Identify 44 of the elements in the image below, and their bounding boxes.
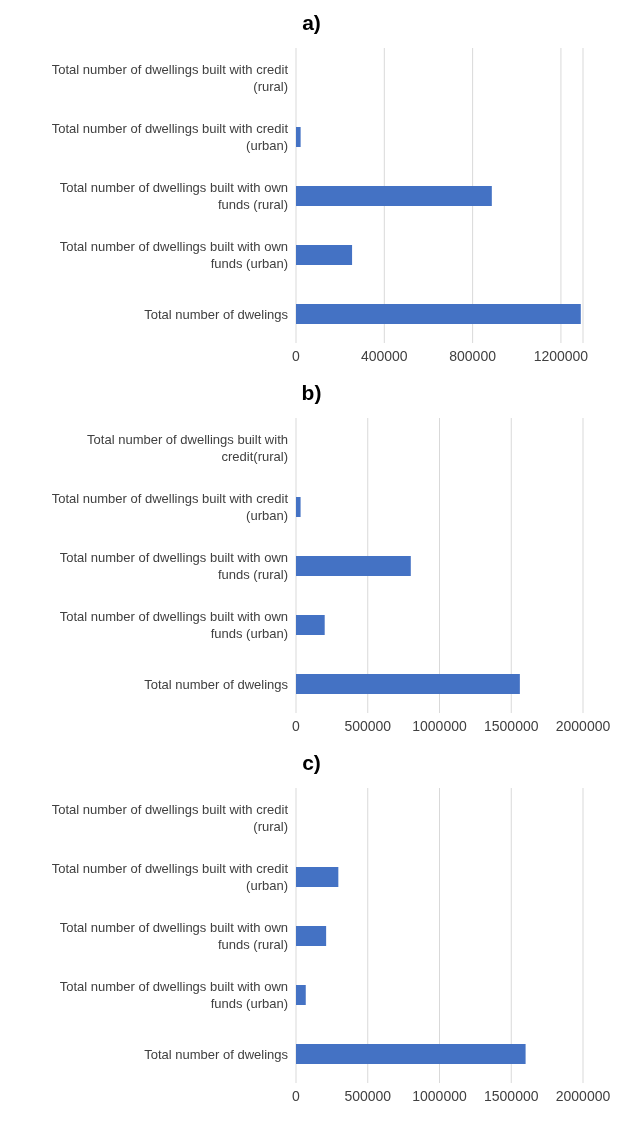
y-tick-label: Total number of dwellings built with own funds (rural)	[59, 549, 288, 582]
y-tick-label: Total number of dwellings built with own funds (urban)	[59, 608, 288, 641]
y-tick-label: Total number of dwellings built with credit(rural)	[87, 431, 288, 464]
chart-title: b)	[300, 380, 323, 406]
bar	[296, 615, 325, 635]
y-tick-label: Total number of dwellings built with credit (urban)	[51, 120, 289, 153]
bar	[296, 497, 301, 517]
x-tick-label: 1000000	[412, 717, 467, 734]
bar	[296, 245, 353, 265]
bar	[296, 867, 339, 887]
bar	[296, 304, 581, 324]
y-tick-label: Total number of dwellings built with credit (rural)	[51, 61, 289, 94]
x-tick-label: 800000	[449, 347, 497, 364]
bar	[296, 674, 520, 694]
bar	[296, 127, 301, 147]
bar	[296, 186, 492, 206]
y-tick-label: Total number of dwellings built with credit (urban)	[51, 490, 289, 523]
x-tick-label: 1500000	[483, 717, 539, 734]
y-tick-label: Total number of dwellings built with own funds (rural)	[59, 919, 288, 952]
y-tick-label: Total number of dwellings built with own funds (rural)	[59, 179, 288, 212]
bar	[296, 1044, 526, 1064]
x-tick-label: 0	[292, 717, 301, 734]
x-tick-label: 1200000	[533, 347, 589, 364]
x-tick-label: 2000000	[555, 717, 611, 734]
y-tick-label: Total number of dwelings	[144, 306, 289, 321]
y-tick-label: Total number of dwellings built with credit (urban)	[51, 860, 289, 893]
x-tick-label: 500000	[344, 717, 392, 734]
bar	[296, 926, 327, 946]
x-tick-label: 500000	[344, 1087, 392, 1104]
bar	[296, 985, 306, 1005]
chart-title: c)	[301, 750, 322, 776]
y-tick-label: Total number of dwellings built with own funds (urban)	[59, 238, 288, 271]
x-tick-label: 1500000	[483, 1087, 539, 1104]
chart-title: a)	[301, 10, 322, 36]
y-tick-label: Total number of dwelings	[144, 1046, 289, 1061]
x-tick-label: 2000000	[555, 1087, 611, 1104]
x-tick-label: 1000000	[412, 1087, 467, 1104]
x-tick-label: 0	[292, 347, 301, 364]
y-tick-label: Total number of dwellings built with own funds (urban)	[59, 978, 288, 1011]
x-tick-label: 0	[292, 1087, 301, 1104]
x-tick-label: 400000	[360, 347, 408, 364]
bar	[296, 556, 411, 576]
y-tick-label: Total number of dwellings built with credit (rural)	[51, 801, 289, 834]
y-tick-label: Total number of dwelings	[144, 676, 289, 691]
